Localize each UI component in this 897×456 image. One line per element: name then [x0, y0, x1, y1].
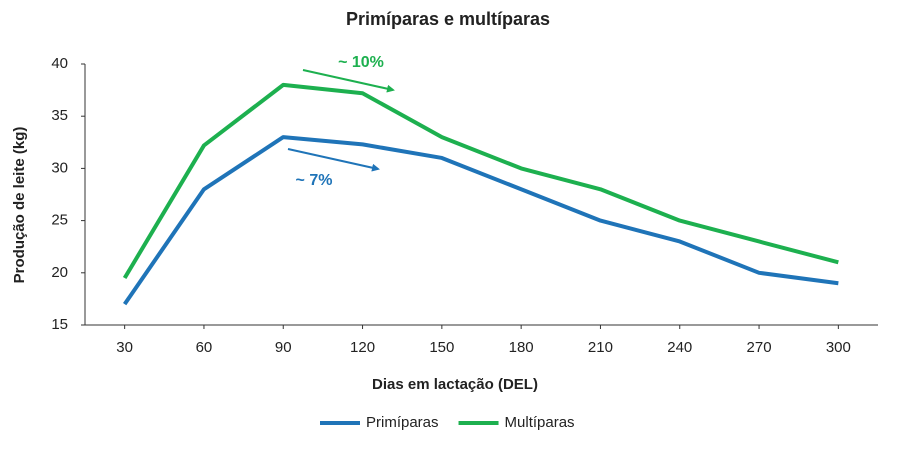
- chart-title: Primíparas e multíparas: [346, 9, 550, 29]
- x-tick-label: 150: [429, 339, 454, 356]
- y-tick-label: 15: [51, 316, 68, 333]
- x-tick-label: 180: [509, 339, 534, 356]
- y-tick-label: 35: [51, 107, 68, 124]
- x-tick-label: 300: [826, 339, 851, 356]
- x-tick-label: 210: [588, 339, 613, 356]
- legend-label: Multíparas: [505, 414, 575, 431]
- annotation-arrow: [287, 148, 380, 172]
- x-tick-label: 240: [667, 339, 692, 356]
- annotation: ~ 10%: [338, 54, 384, 71]
- x-tick-label: 270: [747, 339, 772, 356]
- x-axis-label: Dias em lactação (DEL): [372, 376, 538, 393]
- annotation-arrow: [302, 69, 395, 93]
- x-tick-label: 120: [350, 339, 375, 356]
- x-tick-label: 90: [275, 339, 292, 356]
- legend-label: Primíparas: [366, 414, 439, 431]
- annotation: ~ 7%: [296, 172, 333, 189]
- x-tick-label: 30: [116, 339, 133, 356]
- data-line: [122, 82, 839, 280]
- data-line: [123, 135, 839, 306]
- y-tick-label: 20: [51, 264, 68, 281]
- x-tick-label: 60: [196, 339, 213, 356]
- y-axis-label: Produção de leite (kg): [11, 127, 28, 284]
- y-tick-label: 30: [51, 159, 68, 176]
- y-tick-label: 40: [51, 55, 68, 72]
- y-tick-label: 25: [51, 212, 68, 229]
